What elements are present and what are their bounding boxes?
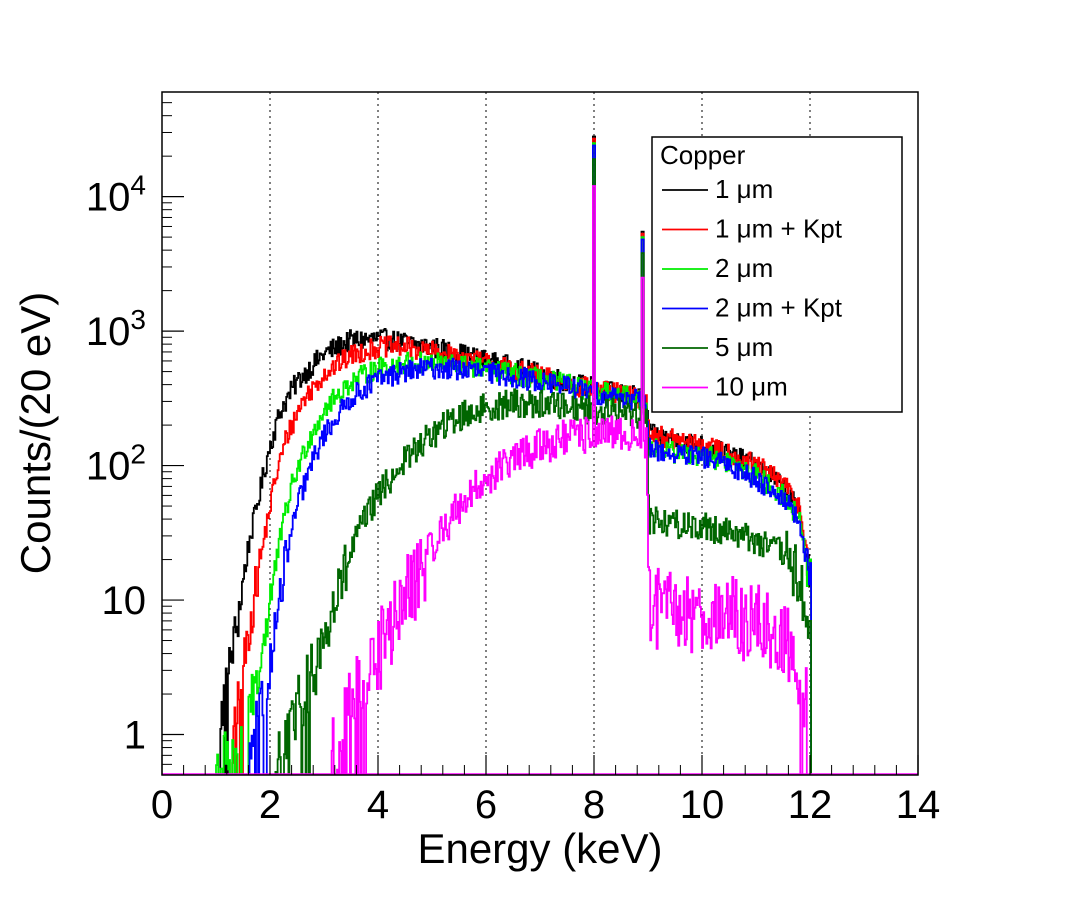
plot-frame bbox=[161, 91, 919, 776]
legend-label: 10 μm bbox=[715, 372, 788, 402]
x-tick-label: 0 bbox=[151, 783, 173, 827]
y-tick-label: 103 bbox=[86, 304, 146, 354]
x-tick-label: 4 bbox=[367, 783, 389, 827]
legend-label: 2 μm + Kpt bbox=[715, 293, 843, 323]
series-group bbox=[162, 135, 918, 775]
x-tick-label: 6 bbox=[475, 783, 497, 827]
legend-label: 1 μm + Kpt bbox=[715, 214, 843, 244]
legend-label: 1 μm bbox=[715, 174, 773, 204]
y-tick-label: 102 bbox=[86, 439, 146, 489]
legend-label: 5 μm bbox=[715, 332, 773, 362]
x-tick-label: 10 bbox=[680, 783, 725, 827]
y-axis-title: Counts/(20 eV) bbox=[12, 292, 59, 574]
x-tick-label: 14 bbox=[896, 783, 941, 827]
y-tick-label: 1 bbox=[124, 714, 146, 758]
series-line bbox=[162, 158, 812, 775]
legend-label: 2 μm bbox=[715, 253, 773, 283]
x-tick-label: 12 bbox=[788, 783, 833, 827]
y-tick-label: 104 bbox=[86, 170, 146, 220]
x-tick-label: 8 bbox=[583, 783, 605, 827]
x-tick-label: 2 bbox=[259, 783, 281, 827]
x-axis-ticks: 0 2 4 6 8 10 12 14 bbox=[151, 755, 940, 827]
legend-title: Copper bbox=[660, 140, 746, 170]
legend-box bbox=[651, 136, 903, 413]
y-axis-ticks: 1 10 102 103 104 bbox=[86, 91, 184, 776]
series-line bbox=[162, 185, 808, 775]
y-tick-label: 10 bbox=[102, 579, 147, 623]
legend-entries: 1 μm 1 μm + Kpt 2 μm 2 μm + Kpt 5 μm 10 μm bbox=[662, 174, 843, 402]
x-axis-title: Energy (keV) bbox=[417, 825, 662, 872]
series-line bbox=[162, 144, 812, 775]
